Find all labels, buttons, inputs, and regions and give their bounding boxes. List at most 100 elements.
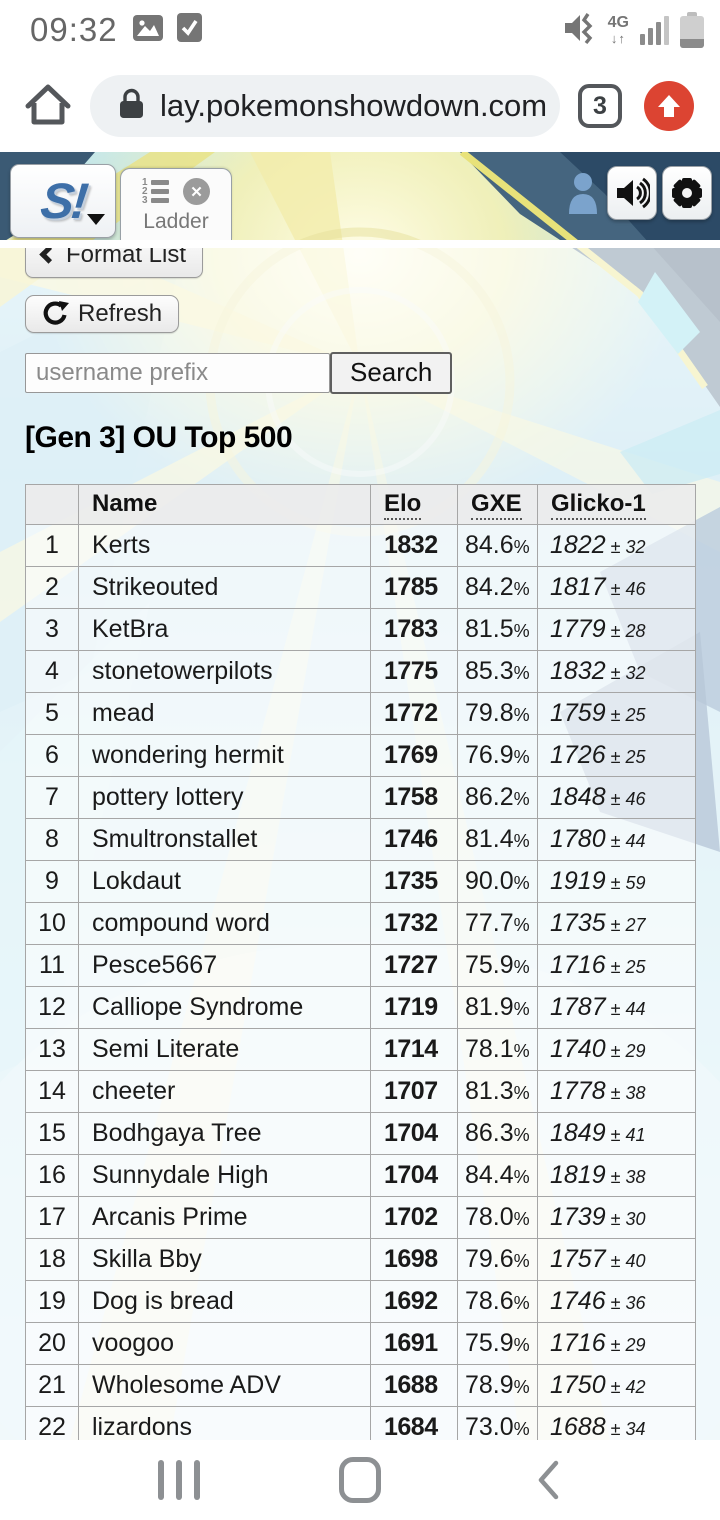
elo-cell: 1785 (370, 565, 458, 609)
table-row: 7 pottery lottery 1758 86.2% 1848 ± 46 (25, 775, 696, 819)
url-text: lay.pokemonshowdown.com (160, 88, 548, 123)
gxe-cell: 81.5% (457, 607, 538, 651)
rank-cell: 21 (25, 1363, 79, 1407)
table-row: 16 Sunnydale High 1704 84.4% 1819 ± 38 (25, 1153, 696, 1197)
checkmark-notification-icon (176, 12, 203, 48)
elo-cell: 1727 (370, 943, 458, 987)
username-link[interactable]: lizardons (78, 1405, 371, 1440)
search-button[interactable]: Search (330, 351, 453, 394)
username-link[interactable]: compound word (78, 901, 371, 945)
table-row: 2 Strikeouted 1785 84.2% 1817 ± 46 (25, 565, 696, 609)
glicko-cell: 1688 ± 34 (537, 1405, 696, 1440)
glicko-cell: 1778 ± 38 (537, 1069, 696, 1113)
glicko-cell: 1740 ± 29 (537, 1027, 696, 1071)
gxe-cell: 84.2% (457, 565, 538, 609)
glicko-cell: 1787 ± 44 (537, 985, 696, 1029)
table-row: 6 wondering hermit 1769 76.9% 1726 ± 25 (25, 733, 696, 777)
rank-cell: 7 (25, 775, 79, 819)
tab-ladder[interactable]: 1 2 3 ✕ Ladder (120, 168, 232, 240)
username-link[interactable]: Arcanis Prime (78, 1195, 371, 1239)
glicko-cell: 1848 ± 46 (537, 775, 696, 819)
browser-home-icon[interactable] (22, 80, 74, 133)
rank-cell: 20 (25, 1321, 79, 1365)
format-list-button[interactable]: Format List (25, 248, 204, 278)
user-icon[interactable] (567, 171, 599, 215)
username-link[interactable]: Calliope Syndrome (78, 985, 371, 1029)
settings-button[interactable] (662, 166, 712, 220)
elo-header: Elo (370, 483, 458, 525)
sound-button[interactable] (607, 166, 657, 220)
username-link[interactable]: Strikeouted (78, 565, 371, 609)
rank-cell: 4 (25, 649, 79, 693)
address-bar[interactable]: lay.pokemonshowdown.com (90, 75, 560, 137)
gxe-cell: 86.3% (457, 1111, 538, 1155)
glicko-cell: 1832 ± 32 (537, 649, 696, 693)
username-link[interactable]: Kerts (78, 523, 371, 567)
table-row: 12 Calliope Syndrome 1719 81.9% 1787 ± 4… (25, 985, 696, 1029)
close-tab-icon[interactable]: ✕ (183, 178, 210, 205)
username-prefix-input[interactable] (25, 352, 330, 393)
showdown-header: S! 1 2 3 ✕ Ladder (0, 152, 720, 240)
table-row: 20 voogoo 1691 75.9% 1716 ± 29 (25, 1321, 696, 1365)
rank-cell: 5 (25, 691, 79, 735)
rank-cell: 16 (25, 1153, 79, 1197)
gxe-header: GXE (457, 483, 538, 525)
elo-cell: 1688 (370, 1363, 458, 1407)
gallery-notification-icon (132, 14, 164, 47)
username-link[interactable]: pottery lottery (78, 775, 371, 819)
gxe-cell: 78.1% (457, 1027, 538, 1071)
username-link[interactable]: Skilla Bby (78, 1237, 371, 1281)
gxe-cell: 84.6% (457, 523, 538, 567)
username-link[interactable]: Wholesome ADV (78, 1363, 371, 1407)
elo-cell: 1698 (370, 1237, 458, 1281)
rank-cell: 13 (25, 1027, 79, 1071)
rank-cell: 10 (25, 901, 79, 945)
elo-cell: 1714 (370, 1027, 458, 1071)
glicko-cell: 1746 ± 36 (537, 1279, 696, 1323)
gxe-cell: 78.6% (457, 1279, 538, 1323)
vibrate-mute-icon (563, 10, 597, 51)
speaker-icon (617, 177, 650, 209)
username-link[interactable]: Pesce5667 (78, 943, 371, 987)
browser-update-icon[interactable] (644, 81, 694, 131)
gxe-cell: 78.9% (457, 1363, 538, 1407)
rank-cell: 11 (25, 943, 79, 987)
browser-toolbar: lay.pokemonshowdown.com 3 (0, 60, 720, 152)
username-link[interactable]: Lokdaut (78, 859, 371, 903)
username-link[interactable]: stonetowerpilots (78, 649, 371, 693)
username-link[interactable]: wondering hermit (78, 733, 371, 777)
back-icon[interactable] (535, 1458, 561, 1507)
username-link[interactable]: Bodhgaya Tree (78, 1111, 371, 1155)
gxe-cell: 79.8% (457, 691, 538, 735)
table-row: 17 Arcanis Prime 1702 78.0% 1739 ± 30 (25, 1195, 696, 1239)
elo-cell: 1772 (370, 691, 458, 735)
username-link[interactable]: cheeter (78, 1069, 371, 1113)
android-nav-bar (0, 1440, 720, 1520)
username-link[interactable]: KetBra (78, 607, 371, 651)
username-link[interactable]: mead (78, 691, 371, 735)
refresh-icon (43, 301, 69, 325)
home-nav-icon[interactable] (339, 1457, 381, 1503)
username-link[interactable]: Sunnydale High (78, 1153, 371, 1197)
gxe-cell: 77.7% (457, 901, 538, 945)
tab-switcher-button[interactable]: 3 (578, 84, 622, 128)
rank-cell: 2 (25, 565, 79, 609)
ladder-rows: 1 Kerts 1832 84.6% 1822 ± 32 2 Strikeout… (25, 523, 696, 1440)
signal-strength-icon (640, 15, 669, 45)
recents-icon[interactable] (158, 1460, 200, 1500)
table-row: 14 cheeter 1707 81.3% 1778 ± 38 (25, 1069, 696, 1113)
username-link[interactable]: Dog is bread (78, 1279, 371, 1323)
elo-cell: 1775 (370, 649, 458, 693)
glicko-cell: 1759 ± 25 (537, 691, 696, 735)
refresh-button[interactable]: Refresh (25, 294, 180, 333)
glicko-cell: 1716 ± 29 (537, 1321, 696, 1365)
home-menu-button[interactable]: S! (10, 164, 116, 238)
rank-cell: 14 (25, 1069, 79, 1113)
table-row: 1 Kerts 1832 84.6% 1822 ± 32 (25, 523, 696, 567)
username-link[interactable]: voogoo (78, 1321, 371, 1365)
username-link[interactable]: Smultronstallet (78, 817, 371, 861)
username-link[interactable]: Semi Literate (78, 1027, 371, 1071)
glicko-cell: 1726 ± 25 (537, 733, 696, 777)
clock: 09:32 (30, 11, 118, 48)
